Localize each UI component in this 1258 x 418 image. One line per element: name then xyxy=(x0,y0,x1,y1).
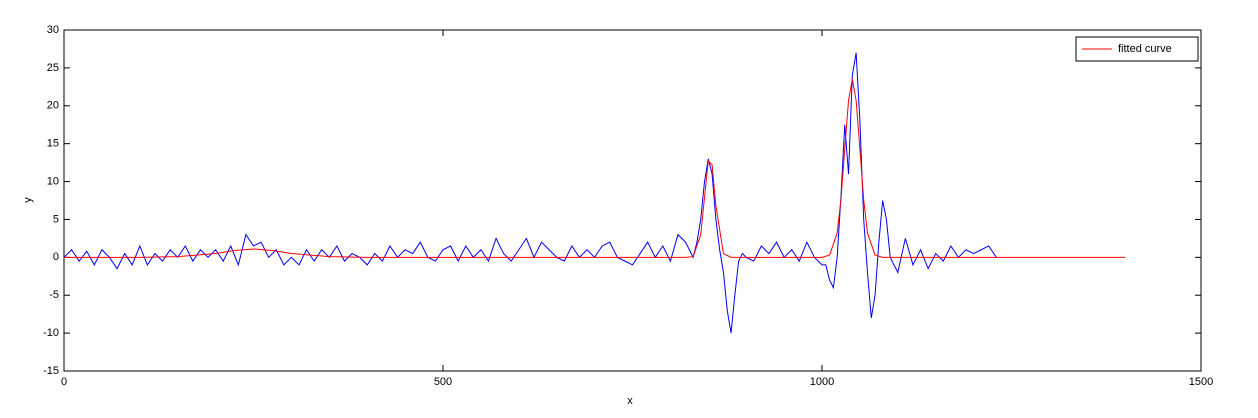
y-tick-label: 15 xyxy=(47,138,59,150)
x-axis-label: x xyxy=(627,395,633,407)
x-tick-label: 0 xyxy=(61,376,67,388)
y-tick-label: 10 xyxy=(47,175,59,187)
y-tick-label: 0 xyxy=(53,251,59,263)
x-tick-label: 1500 xyxy=(1189,376,1213,388)
x-tick-label: 500 xyxy=(434,376,452,388)
y-axis-label: y xyxy=(22,197,34,203)
y-tick-label: 5 xyxy=(53,213,59,225)
y-tick-label: -5 xyxy=(49,289,59,301)
y-tick-label: -10 xyxy=(43,327,59,339)
y-tick-label: 30 xyxy=(47,24,59,36)
plot-area xyxy=(63,29,1202,372)
y-tick-label: 25 xyxy=(47,62,59,74)
y-tick-label: 20 xyxy=(47,100,59,112)
data-line xyxy=(64,79,1126,258)
x-tick-label: 1000 xyxy=(810,376,834,388)
legend-label: fitted curve xyxy=(1118,43,1172,55)
y-tick-label: -15 xyxy=(43,365,59,377)
